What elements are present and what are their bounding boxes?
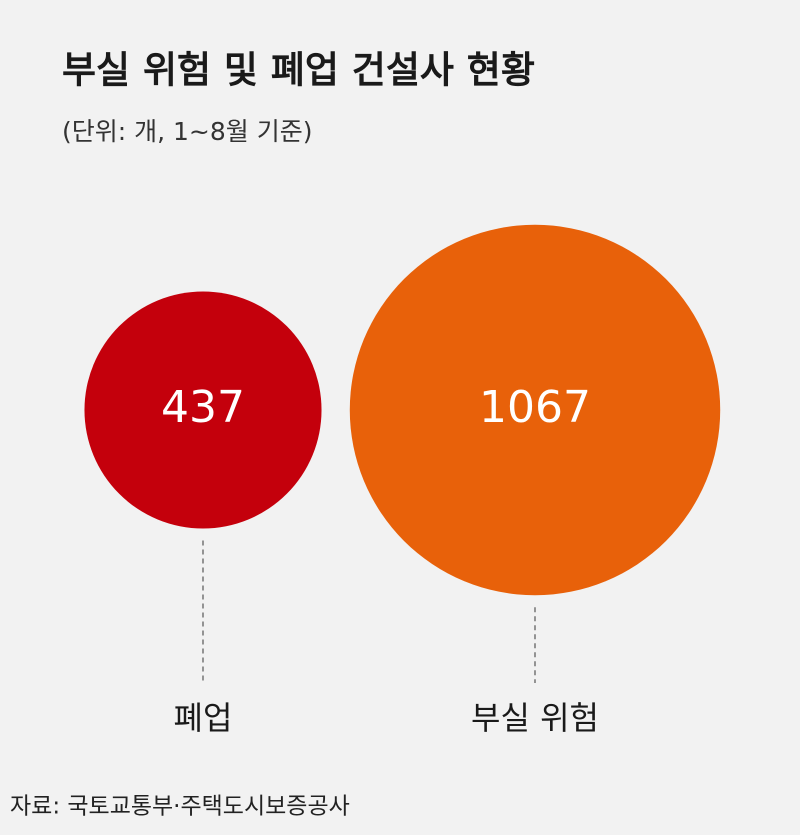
category-label: 부실 위험 xyxy=(471,699,599,737)
chart-title: 부실 위험 및 폐업 건설사 현황 xyxy=(62,49,535,92)
bubble xyxy=(84,291,322,529)
chart-subtitle: (단위: 개, 1~8월 기준) xyxy=(62,117,312,146)
value-label: 1067 xyxy=(479,382,591,433)
source: 자료: 국토교통부·주택도시보증공사 xyxy=(10,794,350,820)
category-label: 폐업 xyxy=(174,699,233,737)
bubble xyxy=(349,224,721,596)
value-label: 437 xyxy=(161,382,245,433)
